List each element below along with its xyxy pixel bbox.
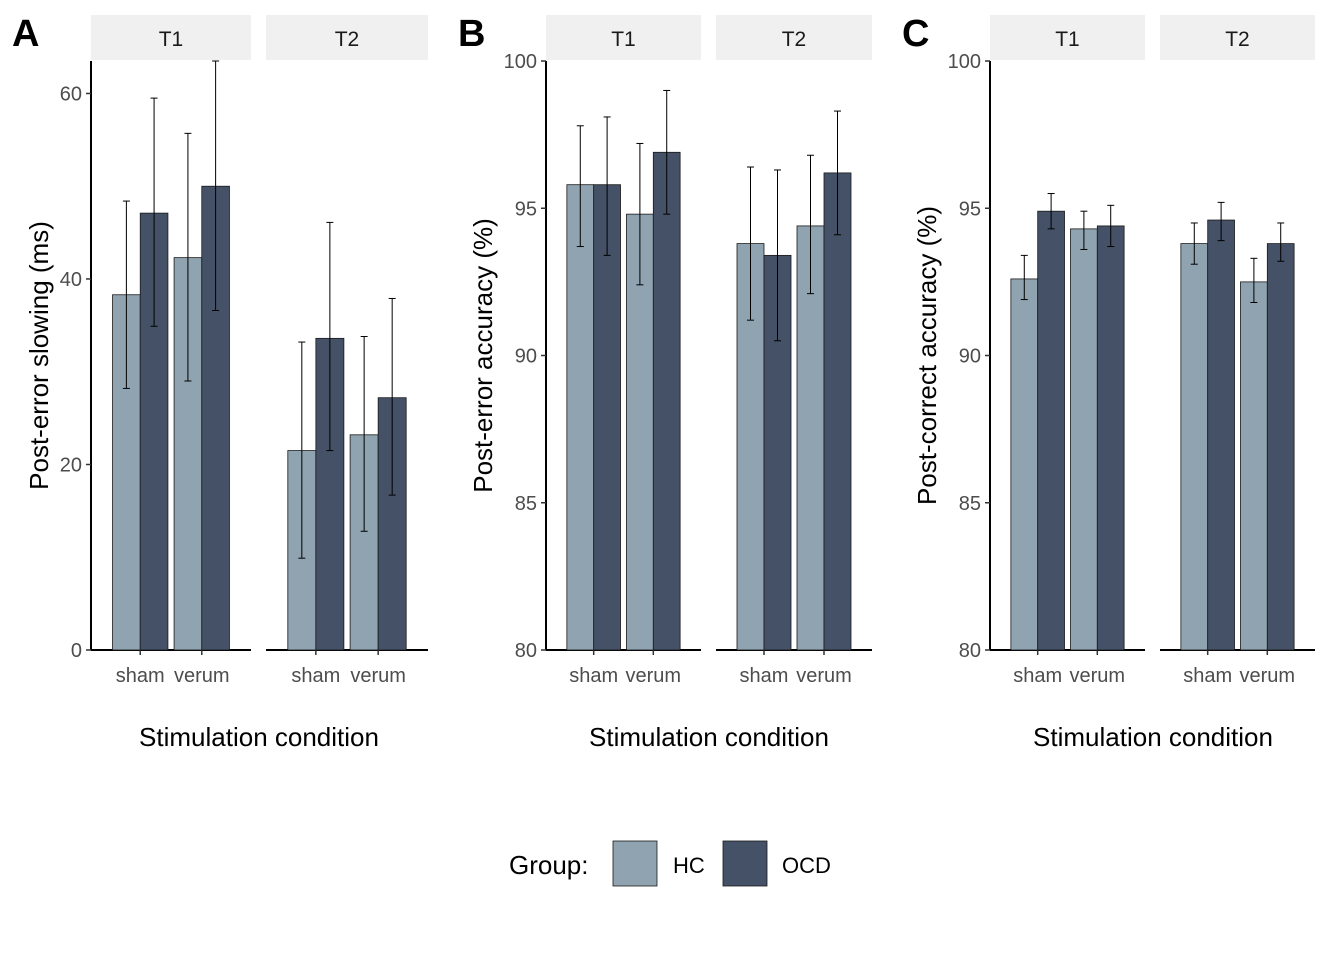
bar-ocd-sham: [1207, 219, 1235, 651]
legend-swatch-hc: [612, 840, 658, 887]
x-tick-label: sham: [569, 665, 618, 687]
x-tick-label: sham: [1013, 665, 1062, 687]
facet-t2: T2 sham verum: [266, 15, 428, 687]
legend-label-ocd: OCD: [782, 853, 831, 878]
y-axis-title: Post-error accuracy (%): [468, 218, 498, 493]
facet-strip: [266, 15, 428, 60]
y-tick-label: 80: [959, 640, 981, 662]
y-tick-label: 100: [948, 51, 981, 73]
bar-ocd-verum: [1266, 243, 1295, 651]
legend-title: Group:: [509, 850, 589, 880]
facet-strip: [91, 15, 251, 60]
panel-c: C 80 85 90 95 100 Post-correct accuracy (%) Sti…: [902, 13, 1315, 752]
bar-ocd-sham: [1037, 210, 1065, 651]
facet-strip-label: T2: [782, 28, 807, 51]
y-tick-label: 90: [515, 346, 537, 368]
y-tick-label: 85: [959, 493, 981, 515]
y-tick-label: 40: [60, 269, 82, 291]
panel-a: A 0 20 40 60 Post-error slowing (ms) Stimulati…: [12, 13, 428, 752]
bar-hc-sham: [566, 184, 595, 651]
facet-strip-label: T1: [611, 28, 636, 51]
x-tick-label: verum: [1070, 665, 1126, 687]
bar-hc-sham: [1180, 243, 1209, 651]
x-tick-label: verum: [1240, 665, 1296, 687]
legend-swatch-ocd: [722, 840, 768, 887]
legend: Group: HC OCD: [509, 840, 831, 887]
facet-t2: T2 sham verum: [1160, 15, 1315, 687]
x-tick-label: sham: [1183, 665, 1232, 687]
y-tick-label: 0: [71, 640, 82, 662]
bar-ocd-verum: [201, 185, 230, 651]
x-tick-label: verum: [626, 665, 682, 687]
y-axis-title: Post-error slowing (ms): [24, 221, 54, 490]
y-tick-label: 20: [60, 454, 82, 476]
x-tick-label: sham: [116, 665, 165, 687]
facet-strip-label: T2: [335, 28, 360, 51]
x-tick-label: sham: [291, 665, 340, 687]
facet-strip-label: T2: [1225, 28, 1250, 51]
bar-hc-sham: [1010, 278, 1039, 651]
legend-label-hc: HC: [673, 853, 705, 878]
x-tick-label: verum: [174, 665, 230, 687]
bar-ocd-sham: [139, 212, 169, 651]
bar-hc-verum: [626, 213, 654, 651]
x-axis-title: Stimulation condition: [1033, 722, 1273, 752]
facet-t2: T2 sham verum: [716, 15, 872, 687]
y-tick-label: 95: [959, 198, 981, 220]
y-tick-label: 90: [959, 346, 981, 368]
facet-strip: [716, 15, 872, 60]
y-tick-label: 100: [504, 51, 537, 73]
bar-hc-verum: [1070, 228, 1098, 651]
x-tick-label: sham: [740, 665, 789, 687]
panel-label: B: [458, 13, 485, 55]
y-tick-label: 95: [515, 198, 537, 220]
x-axis-title: Stimulation condition: [139, 722, 379, 752]
facet-t1: T1 sham verum: [91, 15, 251, 687]
facet-t1: T1 sham verum: [990, 15, 1145, 687]
bar-ocd-verum: [823, 172, 852, 651]
bar-hc-verum: [1240, 281, 1268, 651]
bar-ocd-verum: [1096, 225, 1125, 651]
panel-label: C: [902, 13, 929, 55]
bar-ocd-verum: [652, 151, 681, 651]
y-axis-title: Post-correct accuracy (%): [912, 206, 942, 505]
facet-strip-label: T1: [159, 28, 184, 51]
panel-b: B 80 85 90 95 100 Post-error accuracy (%) Stimu…: [458, 13, 872, 752]
y-tick-label: 60: [60, 83, 82, 105]
facet-strip-label: T1: [1055, 28, 1080, 51]
facet-strip: [990, 15, 1145, 60]
x-tick-label: verum: [350, 665, 406, 687]
facet-strip: [1160, 15, 1315, 60]
facet-t1: T1 sham verum: [546, 15, 701, 687]
x-axis-title: Stimulation condition: [589, 722, 829, 752]
facet-strip: [546, 15, 701, 60]
y-tick-label: 85: [515, 493, 537, 515]
panel-label: A: [12, 13, 39, 55]
x-tick-label: verum: [796, 665, 852, 687]
y-tick-label: 80: [515, 640, 537, 662]
